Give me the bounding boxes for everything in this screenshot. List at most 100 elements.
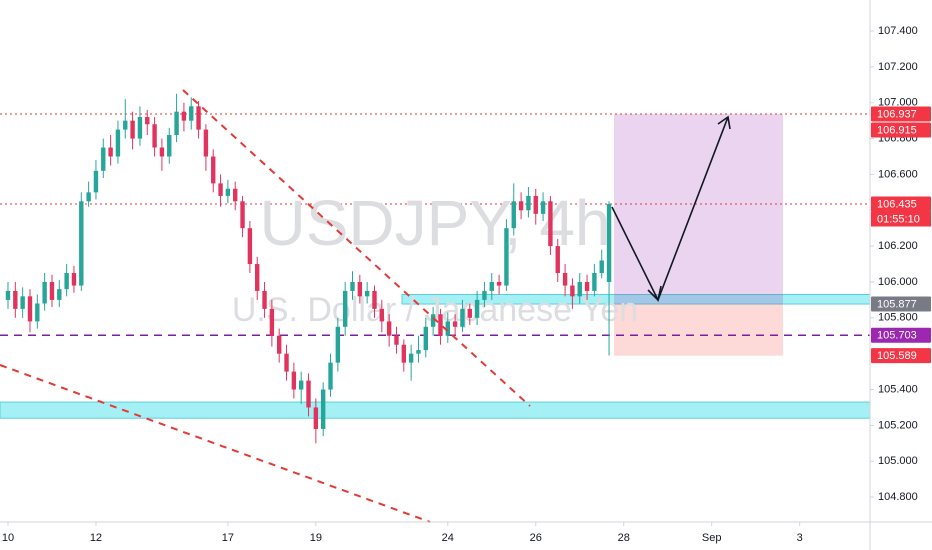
candle-body [452,321,458,327]
candle-body [328,362,333,390]
candle-body [20,296,25,309]
price-label-box [871,348,931,364]
candle-body [474,299,480,318]
countdown-box [871,211,931,227]
y-tick-label: 106.200 [878,240,918,252]
candle-body [357,281,363,297]
price-label-box [871,296,931,312]
candle-body [496,281,502,286]
candle-body [489,281,494,291]
drawings [0,113,871,419]
candle-body [71,273,77,286]
candle-body [482,290,487,300]
candle-body [203,129,209,157]
candle-body [233,188,238,202]
candle-body [123,120,128,130]
candle-body [130,120,135,139]
candle-body [416,350,421,354]
trendline [182,89,531,407]
candle-body [159,147,165,157]
candle-body [79,201,84,286]
candle-body [49,281,55,300]
price-label: 105.703 [877,330,917,342]
candle-body [555,246,560,274]
price-label: 106.435 [877,198,917,210]
candle-body [255,264,260,291]
y-tick-label: 104.800 [878,491,918,503]
price-label-box [871,106,931,122]
candle-body [189,106,194,121]
x-tick-label: 17 [222,532,234,544]
trendline [0,364,431,523]
x-tick-label: 19 [310,532,322,544]
candle-body [240,201,245,229]
candle-body [218,183,223,196]
zone [0,401,871,419]
candle-body [518,201,524,211]
candle-body [145,117,150,125]
candle-body [313,407,319,429]
axis: 104.800105.000105.200105.400105.600105.8… [2,25,931,544]
candle-body [196,106,201,130]
x-tick-label: 28 [618,532,630,544]
candle-body [137,117,143,139]
arrow-head [647,285,662,302]
candles [5,93,612,444]
candle-body [108,147,113,157]
x-tick-label: 24 [442,532,454,544]
x-tick-label: 10 [2,532,14,544]
candle-body [372,290,377,309]
candle-body [284,353,289,372]
candle-body [401,344,407,363]
stop-area [614,304,783,356]
candle-body [511,201,516,229]
price-label-box [871,327,931,343]
candle-body [277,335,282,354]
candle-body [386,321,392,336]
x-tick-label: 3 [797,532,803,544]
candle-body [64,273,69,290]
y-tick-label: 105.200 [878,419,918,431]
candle-body [504,228,509,286]
y-tick-label: 107.400 [878,25,918,37]
candle-body [167,134,172,157]
x-tick-label: Sep [702,532,722,544]
candle-body [445,321,450,336]
price-label-box [871,196,931,212]
candle-body [350,281,355,291]
candle-body [152,124,157,148]
candle-body [584,281,590,291]
candle-body [291,371,297,390]
candle-body [181,111,187,121]
candle-body [606,203,612,282]
candle-body [93,170,99,193]
candle-body [5,290,11,300]
candle-body [320,389,326,429]
price-label: 106.937 [877,108,917,120]
candle-body [13,290,18,309]
candle-body [364,290,370,297]
price-label: 105.877 [877,298,917,310]
countdown: 01:55:10 [877,213,920,225]
y-tick-label: 106.600 [878,168,918,180]
y-tick-label: 106.000 [878,276,918,288]
price-label: 105.589 [877,350,917,362]
y-tick-label: 105.800 [878,312,918,324]
candle-body [115,129,121,157]
candle-body [342,290,348,327]
candle-body [460,308,465,327]
candle-body [577,281,582,297]
candle-body [247,228,253,265]
candle-body [540,201,546,214]
candle-body [430,314,436,327]
candle-body [269,308,275,336]
candle-body [101,147,106,171]
candle-body [423,326,428,351]
price-label: 106.915 [877,124,917,136]
candle-body [394,335,399,345]
candle-body [57,289,62,300]
x-tick-label: 26 [530,532,542,544]
arrow-head [717,115,731,130]
